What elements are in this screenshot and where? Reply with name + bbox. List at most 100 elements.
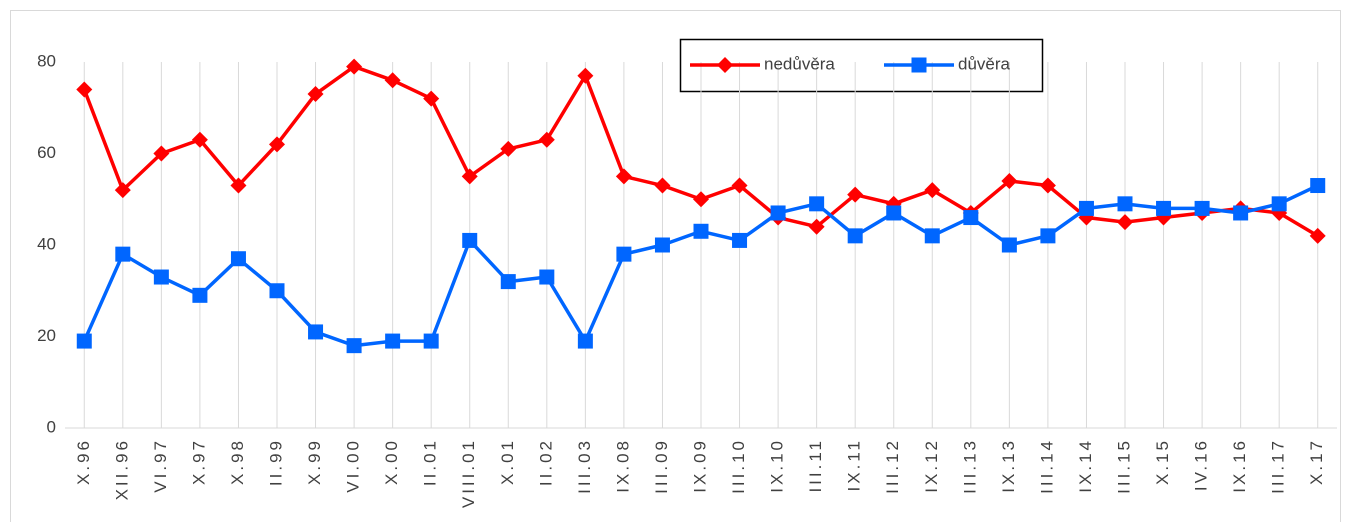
marker <box>191 131 208 148</box>
marker <box>1194 200 1210 216</box>
x-tick-label: IX.14 <box>1076 438 1095 493</box>
marker <box>1040 228 1056 244</box>
x-tick-label: IX.13 <box>999 438 1018 493</box>
marker <box>500 140 517 157</box>
marker <box>346 58 363 75</box>
marker <box>577 333 593 349</box>
x-tick-label: III.10 <box>729 438 748 494</box>
marker <box>1078 200 1094 216</box>
marker <box>461 168 478 185</box>
marker <box>230 177 247 194</box>
y-tick-label: 20 <box>37 326 56 345</box>
x-tick-label: VI.00 <box>344 438 363 493</box>
y-tick-label: 60 <box>37 143 56 162</box>
x-tick-label: IX.08 <box>613 438 632 493</box>
x-tick-label: II.99 <box>266 438 285 486</box>
marker <box>538 131 555 148</box>
marker <box>886 205 902 221</box>
x-tick-label: IX.16 <box>1230 438 1249 493</box>
x-tick-label: IX.09 <box>690 438 709 493</box>
marker <box>911 57 927 73</box>
legend-label: důvěra <box>958 54 1011 73</box>
marker <box>423 90 440 107</box>
x-tick-label: III.12 <box>883 438 902 494</box>
x-tick-label: III.14 <box>1037 438 1056 494</box>
marker <box>269 136 285 153</box>
marker <box>577 67 594 84</box>
x-tick-label: IX.11 <box>845 438 864 491</box>
marker <box>731 177 748 194</box>
marker <box>924 182 941 199</box>
marker <box>808 218 825 235</box>
x-tick-label: X.15 <box>1153 438 1172 485</box>
x-tick-label: VI.97 <box>151 438 170 493</box>
marker <box>1001 172 1018 189</box>
marker <box>770 205 786 221</box>
marker <box>153 269 169 285</box>
marker <box>615 168 632 185</box>
marker <box>423 333 439 349</box>
marker <box>385 333 401 349</box>
marker <box>616 246 632 262</box>
marker <box>1271 196 1287 212</box>
marker <box>192 287 208 303</box>
x-tick-label: III.11 <box>806 438 825 493</box>
x-tick-label: X.98 <box>228 438 247 485</box>
marker <box>1156 200 1172 216</box>
legend-label: nedůvěra <box>764 54 835 73</box>
marker <box>847 228 863 244</box>
marker <box>654 237 670 253</box>
x-tick-label: III.03 <box>575 438 594 494</box>
x-tick-label: X.00 <box>382 438 401 485</box>
x-tick-label: X.96 <box>74 438 93 485</box>
marker <box>500 274 516 290</box>
marker <box>1001 237 1017 253</box>
marker <box>153 145 170 162</box>
marker <box>654 177 671 194</box>
x-tick-label: X.01 <box>498 438 517 485</box>
marker <box>115 246 131 262</box>
x-tick-label: II.01 <box>421 438 440 486</box>
marker <box>539 269 555 285</box>
x-tick-label: VIII.01 <box>459 438 478 508</box>
marker <box>1309 227 1326 244</box>
x-tick-label: IX.12 <box>922 438 941 493</box>
marker <box>462 232 478 248</box>
marker <box>717 57 733 73</box>
x-tick-label: III.17 <box>1269 438 1288 494</box>
x-tick-label: X.97 <box>189 438 208 485</box>
x-tick-label: III.13 <box>960 438 979 494</box>
y-tick-label: 0 <box>47 417 56 436</box>
marker <box>269 283 285 299</box>
marker <box>1039 177 1056 194</box>
x-tick-label: XII.96 <box>112 438 131 500</box>
x-tick-label: X.17 <box>1307 438 1326 485</box>
marker <box>230 251 246 267</box>
y-tick-label: 40 <box>37 234 56 253</box>
marker <box>693 191 709 208</box>
marker <box>114 182 131 199</box>
marker <box>693 223 709 239</box>
marker <box>307 86 324 103</box>
x-tick-label: II.02 <box>536 438 555 486</box>
marker <box>732 232 748 248</box>
y-tick-label: 80 <box>37 51 56 70</box>
marker <box>847 186 864 203</box>
marker <box>1117 196 1133 212</box>
marker <box>809 196 825 212</box>
chart-frame <box>10 10 1341 527</box>
x-tick-label: III.09 <box>652 438 671 494</box>
x-tick-label: X.99 <box>305 438 324 485</box>
marker <box>384 72 401 89</box>
marker <box>76 333 92 349</box>
marker <box>963 210 979 226</box>
marker <box>1233 205 1249 221</box>
marker <box>346 338 362 354</box>
marker <box>1117 214 1133 231</box>
x-tick-label: III.15 <box>1114 438 1133 494</box>
marker <box>924 228 940 244</box>
marker <box>76 81 93 98</box>
x-tick-label: IX.10 <box>768 438 787 493</box>
marker <box>1310 178 1326 194</box>
